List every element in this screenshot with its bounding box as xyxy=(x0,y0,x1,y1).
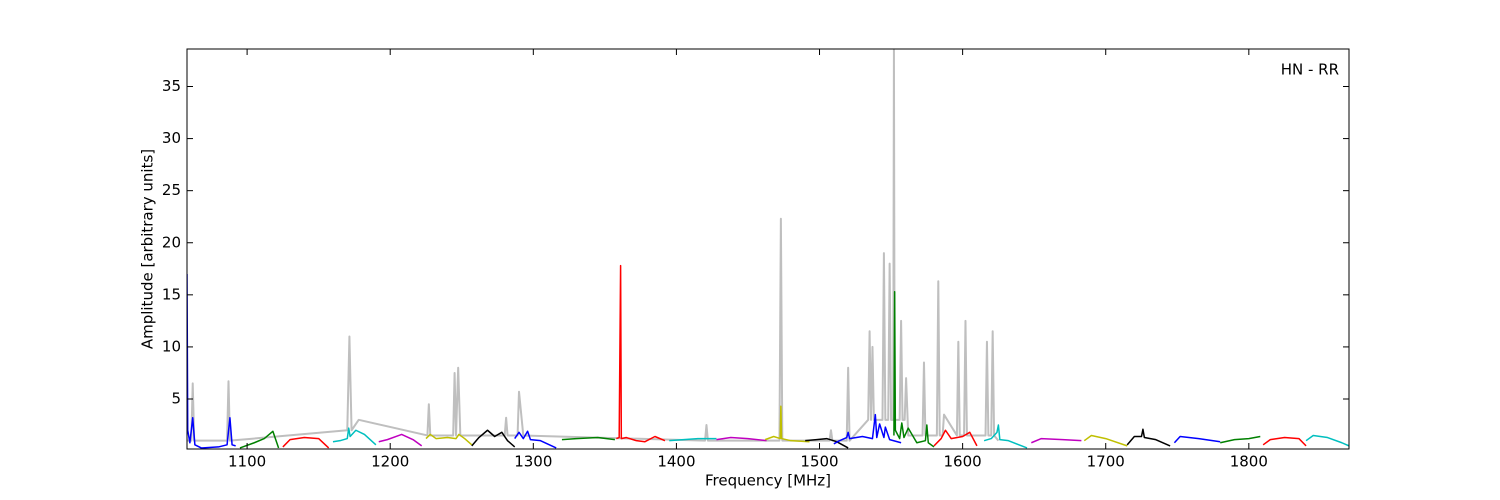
series-line xyxy=(332,427,377,446)
y-tick-label: 10 xyxy=(162,337,181,355)
x-tick-label: 1600 xyxy=(944,453,982,471)
series-line xyxy=(187,273,236,449)
series-line xyxy=(1220,435,1261,444)
series-line xyxy=(805,437,849,449)
series-line xyxy=(239,430,280,449)
series-line xyxy=(1173,435,1221,444)
x-tick-label: 1800 xyxy=(1230,453,1268,471)
annotation: HN - RR xyxy=(1281,61,1339,79)
series-line xyxy=(1262,436,1307,447)
series-line xyxy=(893,290,935,448)
x-axis-label: Frequency [MHz] xyxy=(705,472,831,490)
series-line xyxy=(425,433,473,446)
x-tick-label: 1100 xyxy=(228,453,266,471)
series-line xyxy=(669,437,717,442)
series-line xyxy=(1083,434,1128,447)
series-line xyxy=(1031,437,1082,444)
series-line xyxy=(471,429,516,448)
series-line xyxy=(514,430,557,449)
plot-lines xyxy=(187,49,1349,449)
series-line xyxy=(616,264,666,443)
y-tick-label: 30 xyxy=(162,129,181,147)
y-tick-label: 5 xyxy=(171,390,181,408)
y-tick-label: 25 xyxy=(162,181,181,199)
x-tick-label: 1700 xyxy=(1087,453,1125,471)
series-line xyxy=(983,424,1028,449)
y-tick-label: 35 xyxy=(162,77,181,95)
plot-frame xyxy=(186,48,1350,450)
series-line xyxy=(1126,428,1171,447)
y-tick-label: 15 xyxy=(162,285,181,303)
x-tick-label: 1200 xyxy=(371,453,409,471)
x-tick-label: 1300 xyxy=(514,453,552,471)
series-line xyxy=(716,436,767,442)
series-line xyxy=(561,436,615,441)
series-line xyxy=(764,405,810,443)
series-line xyxy=(833,413,902,445)
series-line xyxy=(187,49,1000,442)
series-line xyxy=(378,433,423,447)
x-tick-label: 1500 xyxy=(800,453,838,471)
x-tick-label: 1400 xyxy=(657,453,695,471)
series-line xyxy=(282,436,330,449)
y-axis-label: Amplitude [arbitrary units] xyxy=(139,149,157,349)
y-tick-label: 20 xyxy=(162,233,181,251)
series-line xyxy=(1305,434,1349,447)
series-line xyxy=(933,429,978,447)
